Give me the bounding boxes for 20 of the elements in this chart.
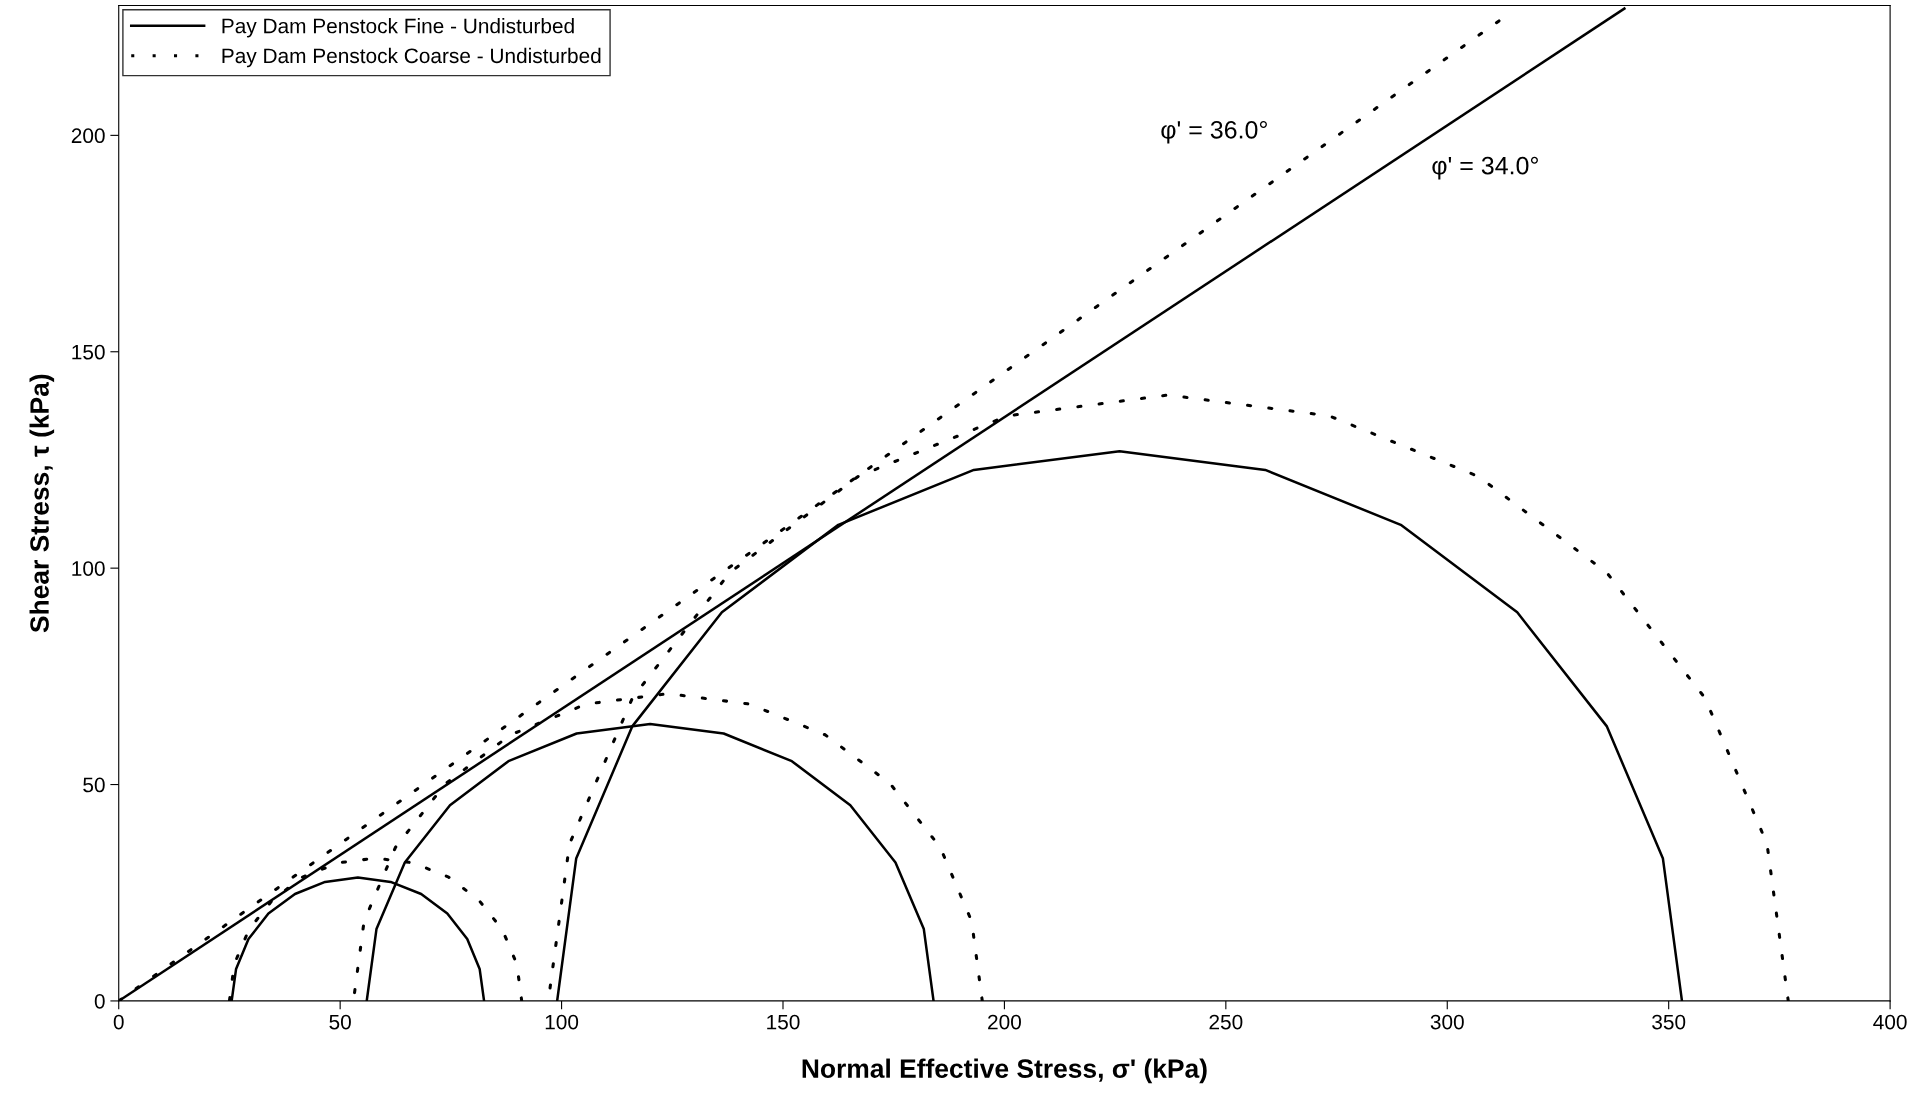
legend-label: Pay Dam Penstock Coarse - Undisturbed [222,47,601,68]
x-tick-label: 0 [113,1014,124,1030]
x-tick-label: 100 [545,1014,579,1030]
y-tick-label: 50 [83,777,105,793]
x-tick-label: 400 [1873,1014,1907,1030]
x-tick-label: 50 [329,1014,351,1030]
x-axis-title: Normal Effective Stress, σ' (kPa) [802,1058,1207,1084]
legend-label: Pay Dam Penstock Fine - Undisturbed [222,18,574,38]
y-tick-label: 0 [94,993,105,1009]
x-tick-label: 250 [1209,1014,1243,1030]
x-tick-label: 150 [767,1014,800,1030]
y-tick-label: 100 [72,561,105,576]
annotation: φ' = 34.0° [1432,156,1538,180]
y-tick-label: 150 [72,344,105,360]
x-tick-label: 200 [988,1014,1021,1030]
y-axis-title: Shear Stress, τ (kPa) [29,374,55,633]
annotation: φ' = 36.0° [1161,120,1267,144]
x-tick-label: 350 [1652,1014,1686,1030]
x-tick-label: 300 [1430,1014,1464,1030]
y-tick-label: 200 [71,128,105,144]
